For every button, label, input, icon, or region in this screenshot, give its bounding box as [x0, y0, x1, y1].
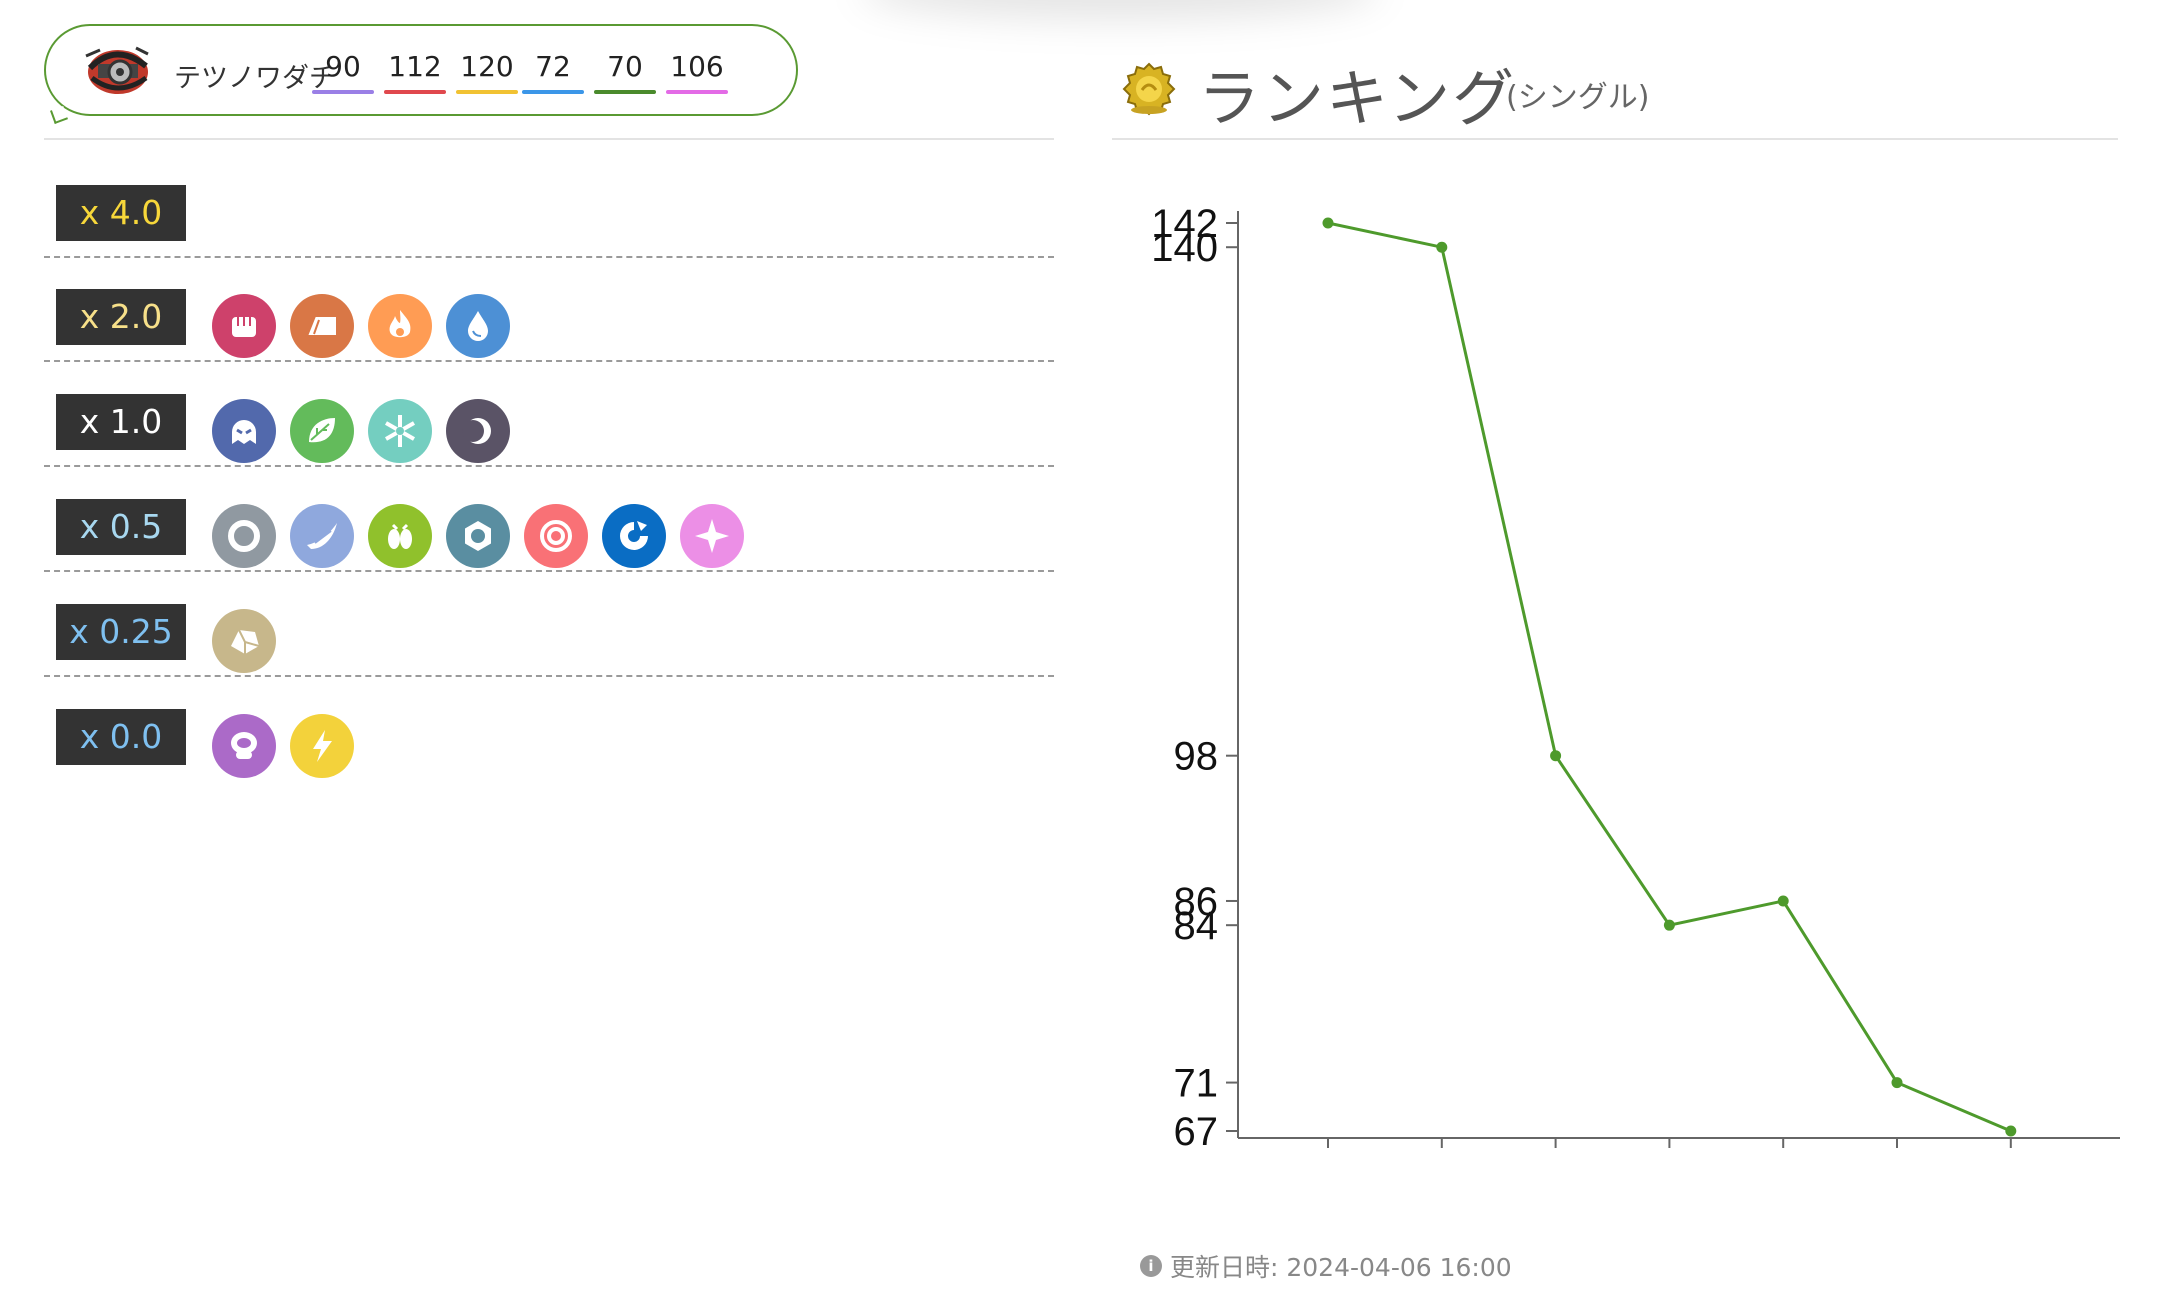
y-tick-label: 84 — [1174, 904, 1219, 948]
stat-value: 90 — [312, 50, 374, 94]
electric-icon[interactable] — [290, 714, 354, 778]
ghost-icon[interactable] — [212, 399, 276, 463]
effectiveness-row: x 4.0 — [44, 152, 1054, 258]
ground-icon[interactable] — [290, 294, 354, 358]
ranking-point — [1663, 919, 1675, 931]
fire-icon[interactable] — [368, 294, 432, 358]
ranking-point — [1322, 217, 1334, 229]
ranking-point — [1436, 241, 1448, 253]
multiplier-label: x 0.5 — [56, 499, 186, 555]
y-tick-label: 71 — [1174, 1062, 1219, 1106]
updated-timestamp: 更新日時: 2024-04-06 16:00 — [1170, 1253, 1512, 1282]
ranking-title: ランキング — [1198, 62, 1517, 135]
left-divider — [44, 138, 1054, 140]
ice-icon[interactable] — [368, 399, 432, 463]
stat-number: 72 — [535, 50, 571, 83]
stat-number: 90 — [325, 50, 361, 83]
ranking-point — [1550, 750, 1562, 762]
ranking-subtitle: (シングル) — [1506, 80, 1650, 115]
stat-color-bar — [522, 90, 584, 94]
dark-icon[interactable] — [446, 399, 510, 463]
ranking-point — [1891, 1077, 1903, 1089]
bottle-cap-icon — [1122, 62, 1176, 116]
stat-color-bar — [666, 90, 728, 94]
effectiveness-row: x 1.0 — [44, 361, 1054, 467]
fairy-icon[interactable] — [680, 504, 744, 568]
psychic-icon[interactable] — [524, 504, 588, 568]
card-tail — [50, 106, 68, 124]
top-shadow — [860, 0, 1380, 20]
multiplier-label: x 1.0 — [56, 394, 186, 450]
stat-number: 112 — [388, 50, 442, 83]
stat-color-bar — [312, 90, 374, 94]
bug-icon[interactable] — [368, 504, 432, 568]
effectiveness-row: x 0.0 — [44, 676, 1054, 780]
stat-color-bar — [384, 90, 446, 94]
pokemon-card[interactable]: テツノワダチ 90 112 120 72 70 106 — [44, 24, 798, 124]
y-tick-label: 142 — [1151, 202, 1218, 246]
multiplier-label: x 2.0 — [56, 289, 186, 345]
stat-number: 120 — [460, 50, 514, 83]
y-tick-label: 67 — [1174, 1110, 1219, 1154]
stat-color-bar — [456, 90, 518, 94]
ranking-point — [1777, 895, 1789, 907]
stat-value: 120 — [456, 50, 518, 94]
y-tick-label: 98 — [1174, 735, 1219, 779]
stat-number: 106 — [670, 50, 724, 83]
stat-value: 112 — [384, 50, 446, 94]
y-tick-label: 86 — [1174, 880, 1219, 924]
stat-value: 70 — [594, 50, 656, 94]
y-tick-label: 140 — [1151, 226, 1218, 270]
poison-icon[interactable] — [212, 714, 276, 778]
fighting-icon[interactable] — [212, 294, 276, 358]
stat-value: 72 — [522, 50, 584, 94]
right-divider — [1112, 138, 2118, 140]
normal-icon[interactable] — [212, 504, 276, 568]
rock-icon[interactable] — [212, 609, 276, 673]
effectiveness-row: x 0.5 — [44, 466, 1054, 572]
multiplier-label: x 0.25 — [56, 604, 186, 660]
stat-value: 106 — [666, 50, 728, 94]
ranking-point — [2005, 1125, 2017, 1137]
flying-icon[interactable] — [290, 504, 354, 568]
effectiveness-row: x 2.0 — [44, 256, 1054, 362]
updated-footnote: i 更新日時: 2024-04-06 16:00 — [1140, 1248, 1512, 1284]
info-icon: i — [1140, 1255, 1162, 1277]
water-icon[interactable] — [446, 294, 510, 358]
ranking-chart: 677184869814014230310203040506 — [1151, 202, 2120, 1154]
multiplier-label: x 4.0 — [56, 185, 186, 241]
pokemon-name: テツノワダチ — [174, 63, 336, 94]
dragon-icon[interactable] — [602, 504, 666, 568]
grass-icon[interactable] — [290, 399, 354, 463]
stat-color-bar — [594, 90, 656, 94]
pokemon-sprite-icon — [85, 46, 149, 94]
stat-number: 70 — [607, 50, 643, 83]
multiplier-label: x 0.0 — [56, 709, 186, 765]
steel-icon[interactable] — [446, 504, 510, 568]
effectiveness-row: x 0.25 — [44, 571, 1054, 677]
ranking-series-line — [1327, 221, 2012, 1133]
